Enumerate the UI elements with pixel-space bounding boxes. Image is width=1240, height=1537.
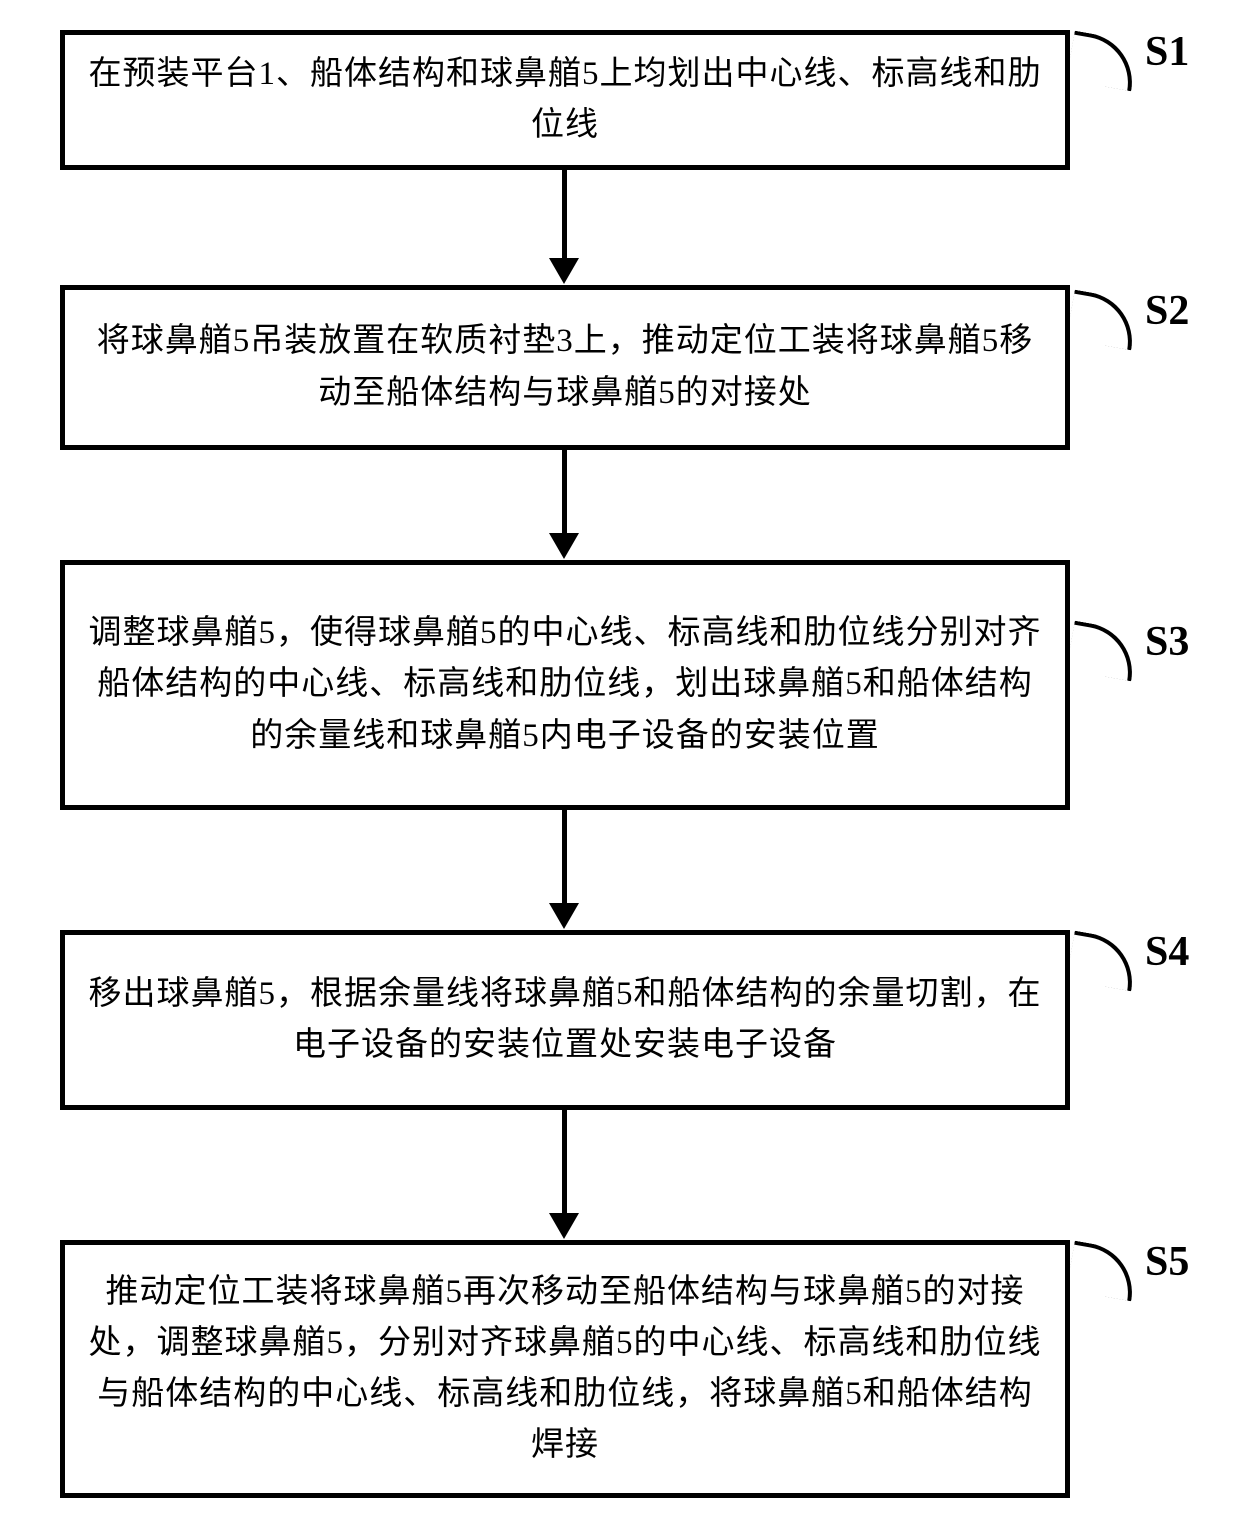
arrow-line-1	[562, 170, 567, 258]
step-label-s4: S4	[1145, 928, 1189, 976]
arrow-head-2	[549, 533, 579, 559]
step-box-s5: 推动定位工装将球鼻艏5再次移动至船体结构与球鼻艏5的对接处，调整球鼻艏5，分别对…	[60, 1240, 1070, 1498]
label-connector-s4	[1066, 931, 1140, 992]
arrow-line-2	[562, 450, 567, 533]
step-label-s5: S5	[1145, 1238, 1189, 1286]
arrow-head-1	[549, 258, 579, 284]
step-text-s1: 在预装平台1、船体结构和球鼻艏5上均划出中心线、标高线和肋位线	[65, 49, 1065, 151]
step-label-s2: S2	[1145, 287, 1189, 335]
arrow-line-4	[562, 1110, 567, 1213]
step-box-s4: 移出球鼻艏5，根据余量线将球鼻艏5和船体结构的余量切割，在电子设备的安装位置处安…	[60, 930, 1070, 1110]
arrow-head-3	[549, 903, 579, 929]
step-text-s4: 移出球鼻艏5，根据余量线将球鼻艏5和船体结构的余量切割，在电子设备的安装位置处安…	[65, 969, 1065, 1071]
label-connector-s2	[1066, 290, 1140, 351]
arrow-head-4	[549, 1213, 579, 1239]
label-connector-s1	[1066, 31, 1140, 92]
step-box-s3: 调整球鼻艏5，使得球鼻艏5的中心线、标高线和肋位线分别对齐船体结构的中心线、标高…	[60, 560, 1070, 810]
step-box-s2: 将球鼻艏5吊装放置在软质衬垫3上，推动定位工装将球鼻艏5移动至船体结构与球鼻艏5…	[60, 285, 1070, 450]
step-box-s1: 在预装平台1、船体结构和球鼻艏5上均划出中心线、标高线和肋位线	[60, 30, 1070, 170]
flowchart-canvas: 在预装平台1、船体结构和球鼻艏5上均划出中心线、标高线和肋位线 S1 将球鼻艏5…	[0, 0, 1240, 1537]
label-connector-s3	[1066, 621, 1140, 682]
label-connector-s5	[1066, 1241, 1140, 1302]
step-label-s1: S1	[1145, 28, 1189, 76]
step-text-s3: 调整球鼻艏5，使得球鼻艏5的中心线、标高线和肋位线分别对齐船体结构的中心线、标高…	[65, 608, 1065, 761]
step-text-s2: 将球鼻艏5吊装放置在软质衬垫3上，推动定位工装将球鼻艏5移动至船体结构与球鼻艏5…	[65, 316, 1065, 418]
step-label-s3: S3	[1145, 618, 1189, 666]
step-text-s5: 推动定位工装将球鼻艏5再次移动至船体结构与球鼻艏5的对接处，调整球鼻艏5，分别对…	[65, 1267, 1065, 1472]
arrow-line-3	[562, 810, 567, 903]
